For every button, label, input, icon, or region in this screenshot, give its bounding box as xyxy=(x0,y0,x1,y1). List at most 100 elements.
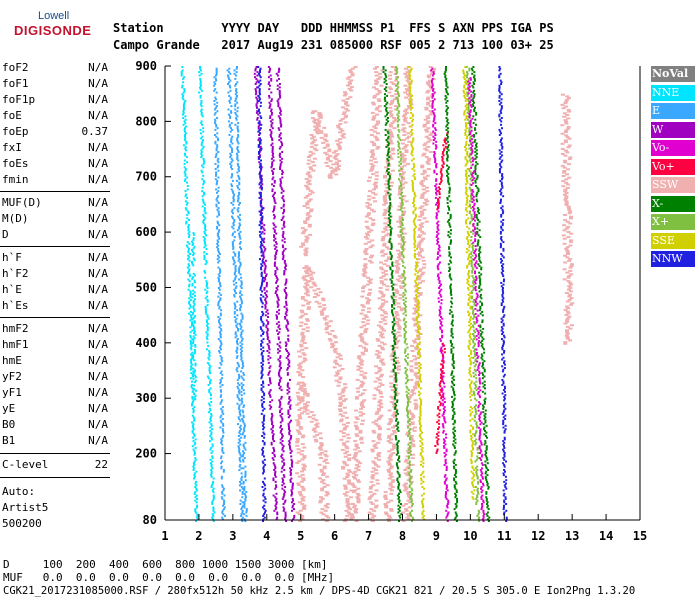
trace-point xyxy=(350,72,355,75)
trace-point xyxy=(400,142,405,145)
trace-point xyxy=(502,344,504,347)
sidebar-divider xyxy=(0,317,110,318)
trace-point xyxy=(384,96,386,99)
trace-point xyxy=(503,436,506,439)
trace-point xyxy=(194,369,196,372)
trace-point xyxy=(240,513,243,516)
trace-point xyxy=(452,356,455,359)
trace-point xyxy=(211,457,214,460)
trace-point xyxy=(237,210,240,213)
trace-point xyxy=(449,292,452,295)
trace-point xyxy=(374,353,379,356)
trace-point xyxy=(240,390,243,393)
trace-point xyxy=(377,426,382,429)
trace-point xyxy=(206,333,209,335)
trace-point xyxy=(448,191,451,194)
trace-point xyxy=(300,443,305,446)
trace-point xyxy=(453,484,456,487)
trace-point xyxy=(421,237,426,240)
trace-point xyxy=(505,487,508,490)
trace-point xyxy=(362,399,367,402)
trace-point xyxy=(484,416,487,419)
trace-point xyxy=(397,205,402,208)
trace-point xyxy=(394,387,397,390)
trace-point xyxy=(329,166,334,169)
trace-point xyxy=(363,372,368,375)
trace-point xyxy=(260,372,263,375)
trace-point xyxy=(502,339,505,342)
trace-point xyxy=(446,164,449,167)
trace-point xyxy=(209,378,212,381)
trace-point xyxy=(274,254,277,257)
trace-point xyxy=(500,317,503,320)
trace-point xyxy=(379,280,384,283)
trace-point xyxy=(382,263,387,266)
trace-point xyxy=(260,319,263,322)
trace-point xyxy=(565,271,570,274)
trace-point xyxy=(387,436,391,439)
trace-point xyxy=(273,224,276,227)
trace-point xyxy=(324,315,329,318)
trace-point xyxy=(269,128,272,131)
trace-point xyxy=(479,246,482,249)
trace-point xyxy=(354,452,359,454)
trace-point xyxy=(390,480,395,483)
trace-point xyxy=(204,309,207,312)
param-row-foep: foEp 0.37 xyxy=(2,125,108,139)
trace-point xyxy=(194,398,197,401)
trace-point xyxy=(375,139,380,142)
trace-point xyxy=(289,448,292,451)
trace-point xyxy=(216,166,219,169)
trace-point xyxy=(254,69,257,72)
trace-point xyxy=(389,203,392,206)
trace-point xyxy=(296,448,301,451)
trace-point xyxy=(563,341,568,344)
trace-point xyxy=(484,463,487,466)
trace-point xyxy=(411,414,416,417)
trace-point xyxy=(241,361,244,364)
trace-point xyxy=(453,419,456,422)
trace-point xyxy=(388,207,391,210)
trace-point xyxy=(395,360,400,363)
trace-point xyxy=(353,455,357,458)
trace-point xyxy=(192,372,195,375)
trace-point xyxy=(266,295,269,298)
trace-point xyxy=(262,251,265,254)
trace-point xyxy=(304,270,309,273)
trace-point xyxy=(281,419,284,422)
trace-point xyxy=(256,98,259,101)
trace-point xyxy=(212,487,215,490)
trace-point xyxy=(182,105,185,108)
trace-point xyxy=(373,79,378,82)
trace-point xyxy=(189,368,192,371)
trace-point xyxy=(267,336,269,339)
trace-point xyxy=(318,115,323,118)
trace-point xyxy=(444,94,447,97)
trace-point xyxy=(377,435,382,437)
trace-point xyxy=(343,383,347,386)
trace-point xyxy=(261,186,263,189)
trace-point xyxy=(241,511,244,514)
trace-point xyxy=(230,154,233,157)
trace-point xyxy=(413,322,418,325)
trace-point xyxy=(287,423,290,426)
trace-point xyxy=(209,397,212,400)
trace-point xyxy=(184,132,187,135)
trace-point xyxy=(502,324,505,327)
trace-point xyxy=(220,457,223,460)
trace-point xyxy=(344,464,349,467)
trace-point xyxy=(453,426,456,429)
trace-point xyxy=(235,351,238,354)
trace-point xyxy=(564,200,569,203)
trace-point xyxy=(187,254,190,257)
trace-point xyxy=(396,268,401,271)
trace-point xyxy=(243,423,246,426)
trace-point xyxy=(341,388,346,391)
trace-point xyxy=(379,402,384,405)
trace-point xyxy=(236,156,239,159)
trace-point xyxy=(274,467,277,470)
trace-point xyxy=(363,249,368,252)
trace-point xyxy=(392,404,397,407)
trace-point xyxy=(220,467,223,470)
trace-point xyxy=(236,394,239,397)
